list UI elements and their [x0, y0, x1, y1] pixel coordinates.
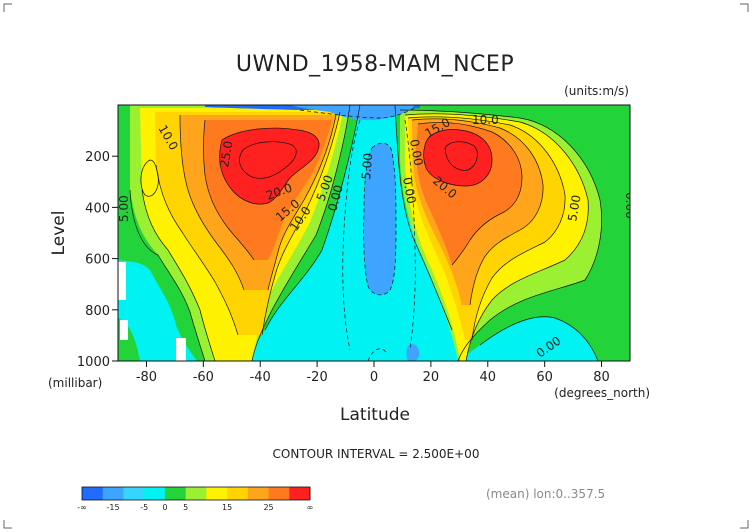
jet-core-north	[423, 129, 492, 186]
colorbar-label: 5	[183, 503, 188, 512]
y-axis: 200 400 600 800 1000	[77, 150, 118, 370]
x-tick-label: -40	[250, 370, 271, 385]
y-tick-label: 600	[85, 253, 110, 268]
x-tick-label: 80	[593, 370, 610, 385]
contour-label: 0.00	[623, 192, 637, 219]
colorbar-label: -15	[107, 503, 120, 512]
colorbar-swatch	[164, 487, 187, 500]
y-axis-label: Level	[49, 211, 69, 256]
footer-note: (mean) lon:0..357.5	[486, 487, 605, 501]
y-tick-label: 1000	[77, 355, 110, 370]
colorbar-frame	[81, 486, 311, 501]
colorbar-label: -∞	[77, 503, 87, 512]
contour-interval-text: CONTOUR INTERVAL = 2.500E+00	[273, 447, 480, 461]
contour-label: 5.00	[565, 194, 583, 223]
x-units-label: (degrees_north)	[554, 386, 650, 400]
y-tick-label: 800	[85, 304, 110, 319]
contour-labels: 10.0 5.00 25.0 20.0 15.0 10.0 5.00 0.00 …	[117, 113, 637, 360]
contour-label: 0.00	[325, 183, 345, 212]
missing-patch-3	[176, 338, 186, 361]
colorbar-swatch	[82, 487, 104, 500]
x-tick-label: 40	[480, 370, 497, 385]
contour-label: 0.00	[400, 176, 418, 205]
easterly-core	[363, 143, 396, 295]
colorbar-swatch	[247, 487, 270, 500]
x-tick-label: 60	[536, 370, 553, 385]
colorbar-swatch	[144, 487, 166, 500]
plot-area: 10.0 5.00 25.0 20.0 15.0 10.0 5.00 0.00 …	[117, 105, 637, 361]
contour-label: 5.00	[117, 195, 131, 222]
x-tick-label: -60	[193, 370, 214, 385]
missing-patch-2	[120, 320, 128, 340]
negative-contours	[299, 107, 416, 361]
corner-marks	[3, 3, 749, 529]
units-label: (units:m/s)	[564, 84, 629, 98]
y-units-label: (millibar)	[48, 376, 102, 390]
contour-label: 0.00	[407, 138, 425, 167]
easterly-surface	[406, 344, 420, 361]
colorbar-label: 0	[162, 503, 167, 512]
x-tick-label: -80	[136, 370, 157, 385]
colorbar-swatch	[206, 487, 228, 500]
colorbar-label: ∞	[307, 503, 314, 512]
y-tick-label: 200	[85, 150, 110, 165]
colorbar-swatch	[102, 487, 124, 500]
colorbar-swatch	[227, 487, 249, 500]
missing-patch-1	[118, 262, 126, 300]
colorbar-label: 15	[222, 503, 232, 512]
colorbar-label: -5	[140, 503, 148, 512]
x-axis: -80 -60 -40 -20 0 20 40 60 80	[136, 361, 610, 385]
contour-label: 25.0	[217, 140, 235, 169]
colorbar-swatch	[268, 487, 290, 500]
x-tick-label: -20	[306, 370, 327, 385]
x-tick-label: 20	[423, 370, 440, 385]
contour-lines	[129, 105, 602, 361]
y-tick-label: 400	[85, 201, 110, 216]
colorbar-swatch	[123, 487, 145, 500]
colorbar: -∞ -15 -5 0 5 15 25 ∞	[77, 486, 314, 512]
contour-label: 10.0	[472, 113, 499, 127]
colorbar-swatch	[289, 487, 311, 500]
colorbar-swatch	[185, 487, 207, 500]
stratosphere-blue	[290, 105, 415, 121]
contour-label: 5.00	[359, 152, 375, 180]
colorbar-label: 25	[263, 503, 273, 512]
x-axis-label: Latitude	[340, 405, 410, 425]
chart-title: UWND_1958-MAM_NCEP	[236, 52, 514, 77]
x-tick-label: 0	[370, 370, 378, 385]
